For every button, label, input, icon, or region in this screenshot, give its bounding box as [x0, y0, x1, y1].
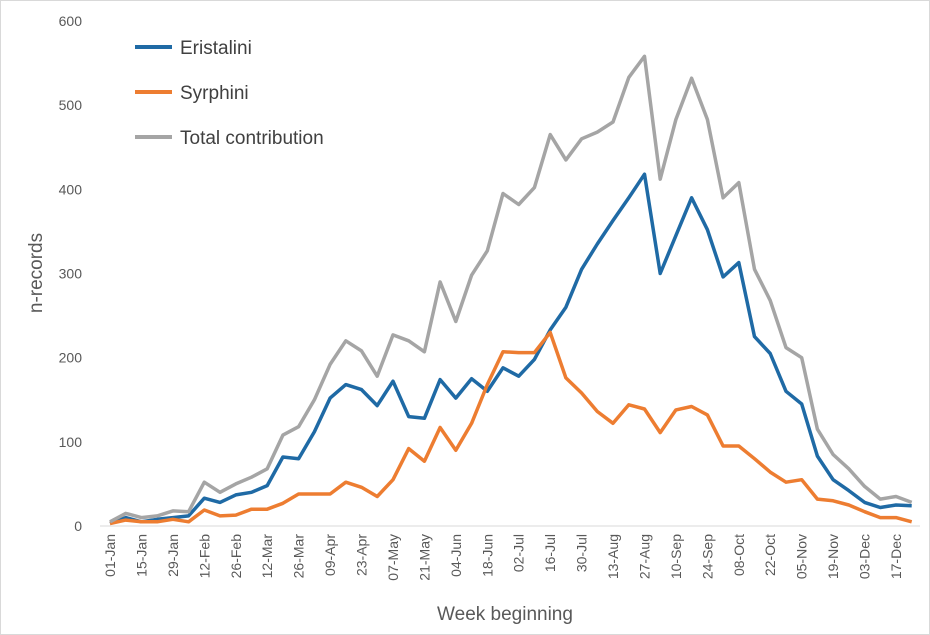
y-axis-title: n-records [26, 233, 47, 313]
x-tick-label: 27-Aug [636, 534, 652, 579]
y-tick-label: 500 [59, 97, 83, 113]
x-tick-label: 02-Jul [511, 534, 527, 572]
y-tick-label: 200 [59, 350, 83, 366]
x-tick-label: 24-Sep [699, 534, 715, 579]
y-tick-label: 400 [59, 181, 83, 197]
x-tick-label: 13-Aug [605, 534, 621, 579]
x-tick-label: 09-Apr [322, 534, 338, 576]
x-tick-label: 26-Mar [291, 534, 307, 579]
x-tick-label: 12-Mar [259, 534, 275, 579]
x-tick-label: 15-Jan [133, 534, 149, 577]
x-tick-label: 19-Nov [825, 534, 841, 579]
legend-label: Total contribution [180, 128, 324, 149]
x-tick-label: 03-Dec [857, 534, 873, 579]
x-tick-label: 23-Apr [354, 534, 370, 576]
x-tick-label: 04-Jun [448, 534, 464, 577]
x-tick-label: 21-May [416, 534, 432, 581]
series-line [109, 330, 913, 526]
x-tick-label: 30-Jul [574, 534, 590, 572]
legend-label: Eristalini [180, 38, 252, 59]
x-tick-label: 01-Jan [102, 534, 118, 577]
y-tick-label: 0 [74, 518, 82, 534]
y-tick-label: 600 [59, 13, 83, 29]
y-tick-label: 300 [59, 266, 83, 282]
x-tick-label: 08-Oct [731, 534, 747, 576]
x-axis-title: Week beginning [437, 604, 573, 625]
x-tick-label: 18-Jun [479, 534, 495, 577]
x-tick-label: 17-Dec [888, 534, 904, 579]
x-tick-label: 10-Sep [668, 534, 684, 579]
x-tick-label: 26-Feb [228, 534, 244, 579]
x-tick-label: 12-Feb [196, 534, 212, 579]
x-tick-label: 07-May [385, 534, 401, 581]
series-line [109, 54, 913, 524]
series-line [109, 172, 912, 526]
x-tick-label: 29-Jan [165, 534, 181, 577]
x-tick-label: 05-Nov [794, 534, 810, 579]
legend-label: Syrphini [180, 83, 249, 104]
x-tick-label: 22-Oct [762, 534, 778, 576]
y-tick-label: 100 [59, 434, 83, 450]
x-tick-label: 16-Jul [542, 534, 558, 572]
